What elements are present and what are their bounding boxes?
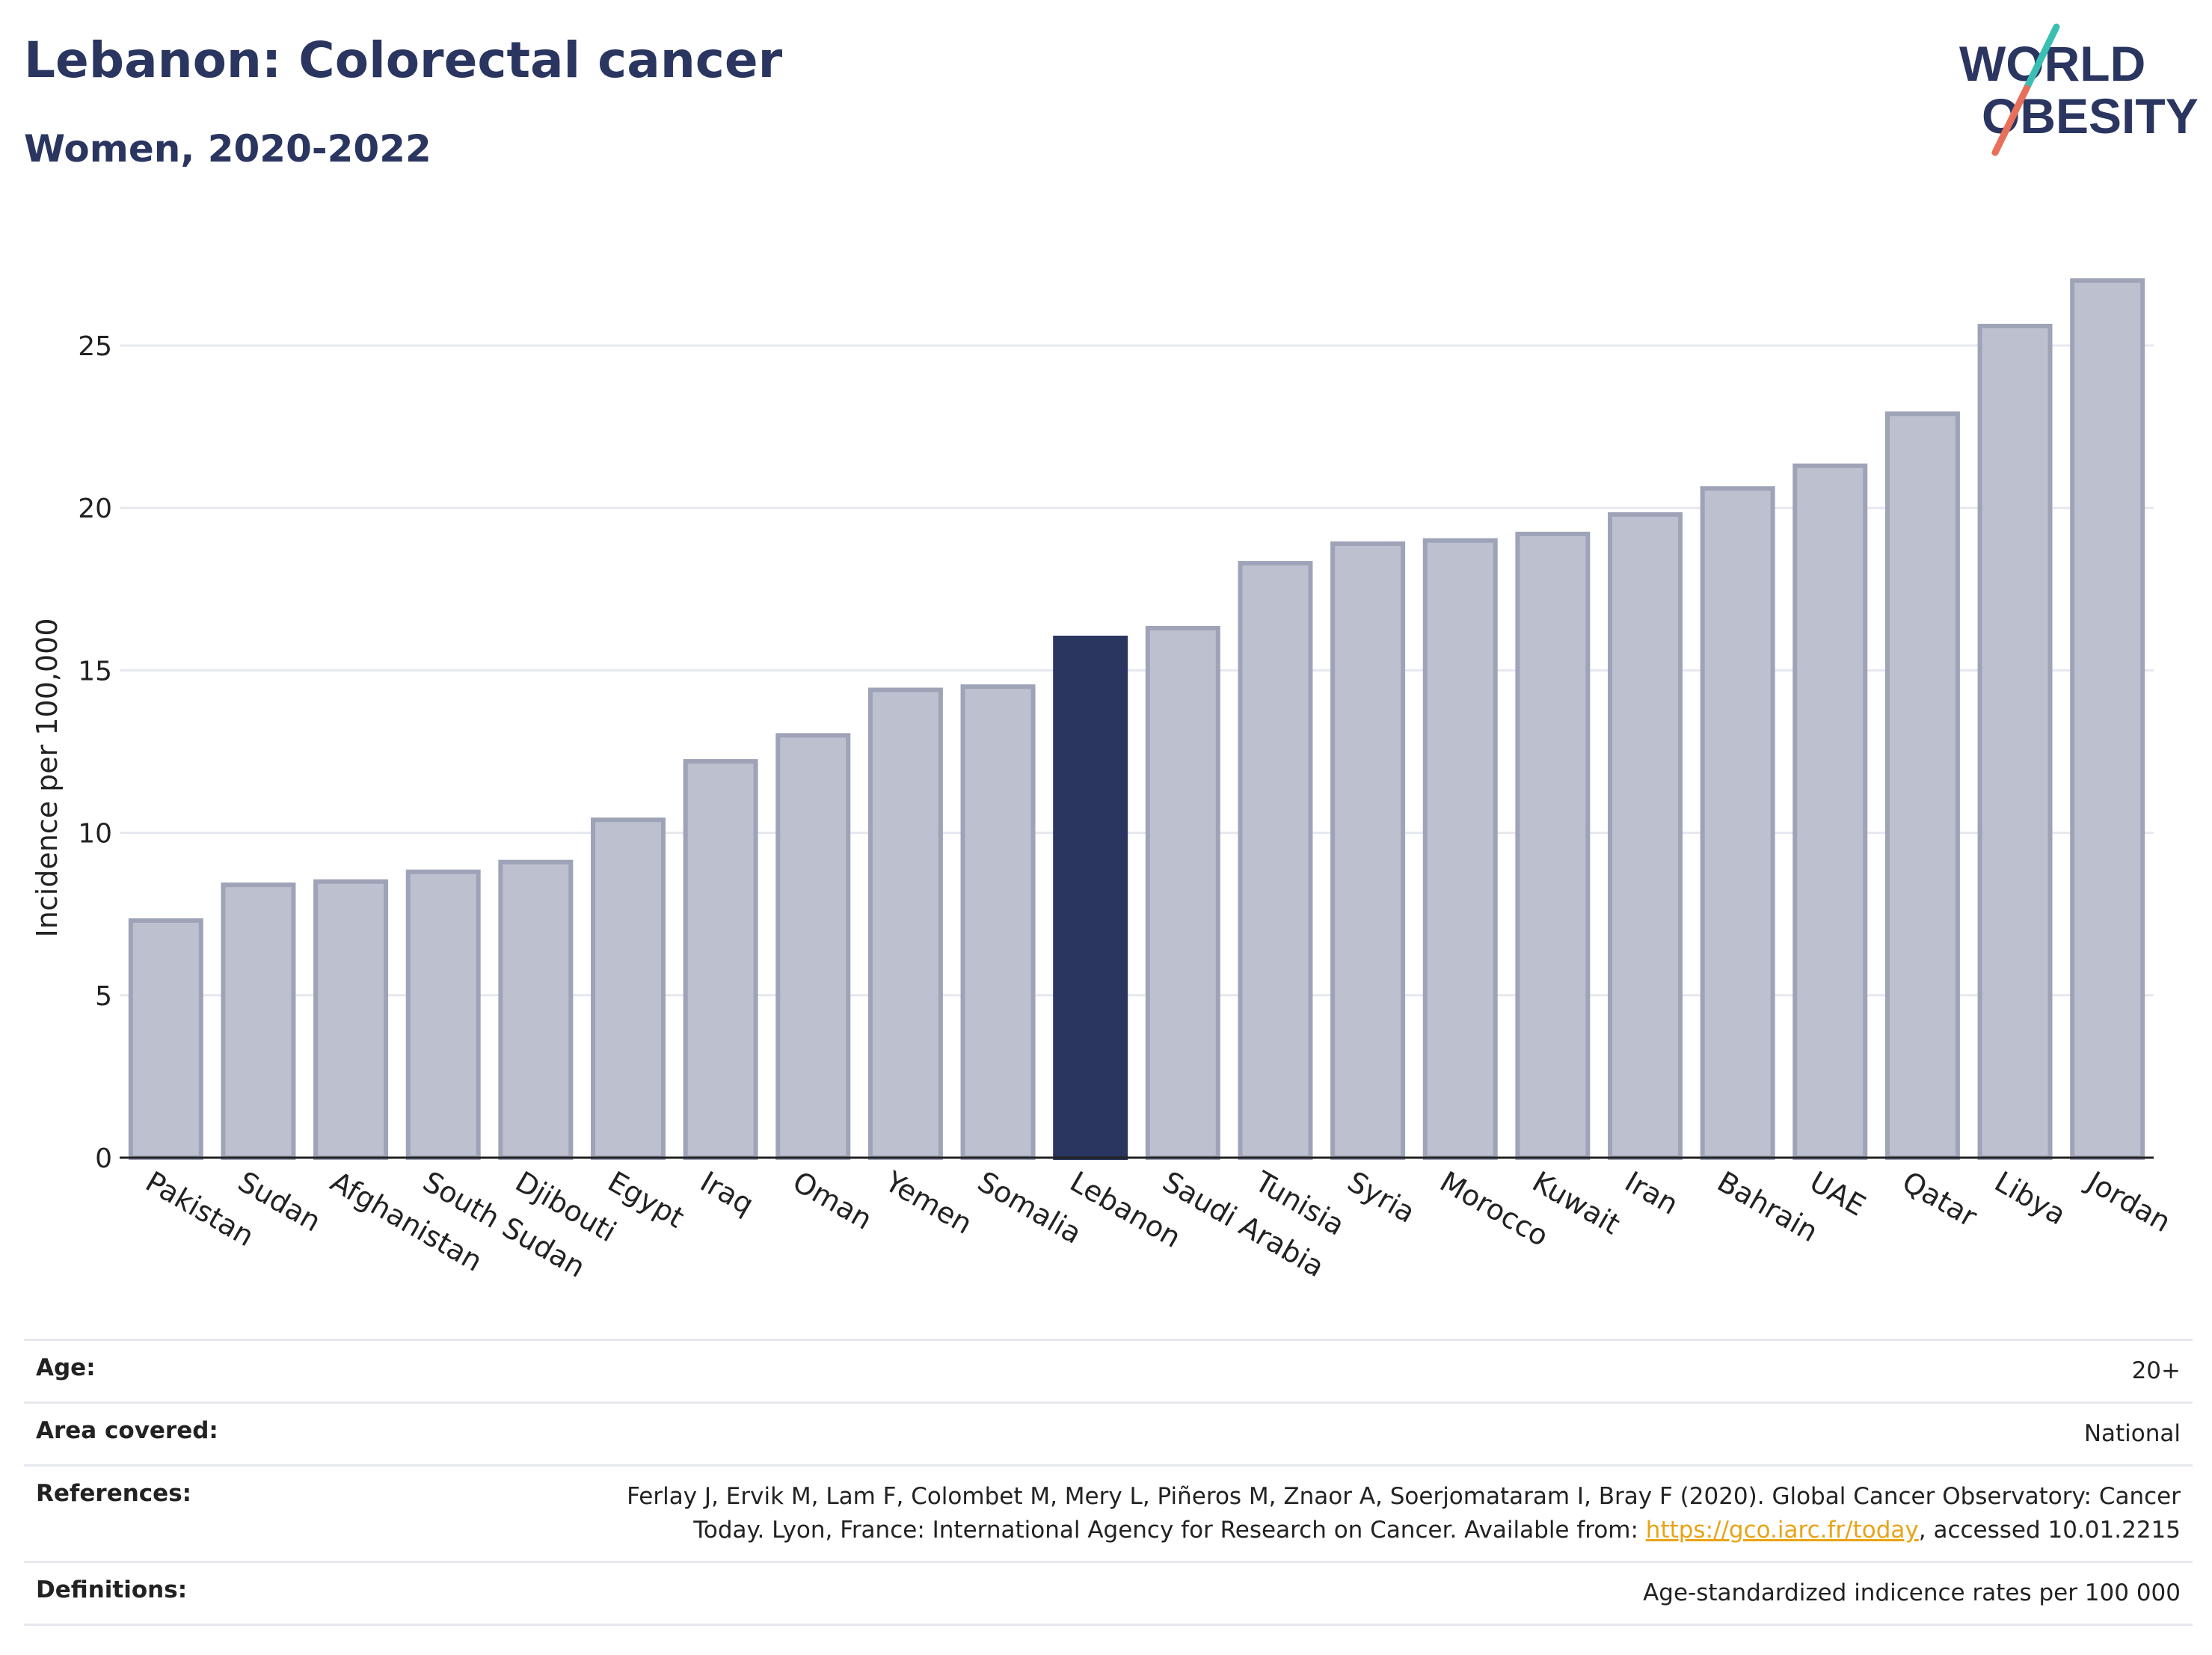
bar-south-sudan xyxy=(405,869,481,1160)
bar-somalia xyxy=(960,684,1036,1160)
x-tick-label: Libya xyxy=(1989,1165,2071,1232)
bar-iran xyxy=(1608,512,1683,1160)
meta-value: 20+ xyxy=(2131,1357,2181,1384)
bar-oman xyxy=(775,733,851,1160)
reference-accessed: , accessed 10.01.2215 xyxy=(1918,1516,2181,1544)
reference-link[interactable]: https://gco.iarc.fr/today xyxy=(1645,1516,1919,1544)
bar-syria xyxy=(1330,541,1406,1160)
page-title: Lebanon: Colorectal cancer xyxy=(24,31,783,89)
logo-text-world: WORLD xyxy=(1959,36,2145,91)
bar-saudi-arabia xyxy=(1145,625,1220,1160)
x-tick-label: Qatar xyxy=(1896,1165,1982,1234)
metadata-table: Age: 20+ Area covered: National Referenc… xyxy=(24,1339,2193,1626)
meta-row-age: Age: 20+ xyxy=(24,1339,2193,1401)
y-tick-label: 5 xyxy=(95,981,112,1012)
x-tick-label: Jordan xyxy=(2080,1164,2176,1239)
logo-text-obesity: OBESITY xyxy=(1982,88,2199,144)
meta-label: References: xyxy=(36,1479,192,1507)
meta-value: Age-standardized indicence rates per 100… xyxy=(1643,1579,2181,1606)
y-tick-label: 15 xyxy=(78,656,112,687)
reference-text: Ferlay J, Ervik M, Lam F, Colombet M, Me… xyxy=(627,1482,2181,1544)
meta-label: Age: xyxy=(36,1354,96,1381)
meta-row-definitions: Definitions: Age-standardized indicence … xyxy=(24,1560,2193,1626)
bar-sudan xyxy=(221,882,296,1161)
meta-row-area: Area covered: National xyxy=(24,1401,2193,1464)
bar-lebanon xyxy=(1053,635,1128,1160)
y-tick-label: 10 xyxy=(78,819,112,850)
bar-qatar xyxy=(1884,411,1960,1160)
x-tick-label: Yemen xyxy=(879,1164,978,1241)
bar-egypt xyxy=(591,817,666,1161)
bar-libya xyxy=(1977,323,2053,1160)
y-tick-label: 20 xyxy=(78,494,112,524)
bar-djibouti xyxy=(498,859,574,1160)
meta-value: National xyxy=(2083,1419,2181,1447)
y-tick-label: 0 xyxy=(95,1143,112,1174)
x-tick-label: Iran xyxy=(1620,1165,1684,1221)
meta-row-references: References: Ferlay J, Ervik M, Lam F, Co… xyxy=(24,1464,2193,1561)
meta-label: Definitions: xyxy=(36,1576,188,1603)
x-tick-label: Iraq xyxy=(695,1165,759,1221)
x-tick-label: Syria xyxy=(1342,1165,1421,1229)
bar-iraq xyxy=(683,759,758,1160)
bar-uae xyxy=(1792,463,1868,1160)
bar-yemen xyxy=(867,687,943,1160)
bar-kuwait xyxy=(1515,531,1591,1160)
x-tick-label: Somalia xyxy=(972,1165,1087,1250)
meta-value: Ferlay J, Ervik M, Lam F, Colombet M, Me… xyxy=(610,1480,2181,1547)
bar-jordan xyxy=(2070,278,2145,1161)
meta-label: Area covered: xyxy=(36,1416,218,1444)
y-axis-label: Incidence per 100,000 xyxy=(31,618,64,937)
bar-afghanistan xyxy=(313,879,389,1161)
bar-pakistan xyxy=(128,918,203,1160)
x-tick-label: Bahrain xyxy=(1712,1165,1823,1249)
world-obesity-logo: WORLD OBESITY xyxy=(1959,23,2199,156)
bar-tunisia xyxy=(1238,561,1313,1160)
y-tick-label: 25 xyxy=(78,331,112,362)
page-subtitle: Women, 2020-2022 xyxy=(24,127,431,171)
bar-morocco xyxy=(1422,538,1498,1160)
bar-bahrain xyxy=(1700,486,1775,1160)
x-tick-label: Oman xyxy=(787,1165,878,1236)
